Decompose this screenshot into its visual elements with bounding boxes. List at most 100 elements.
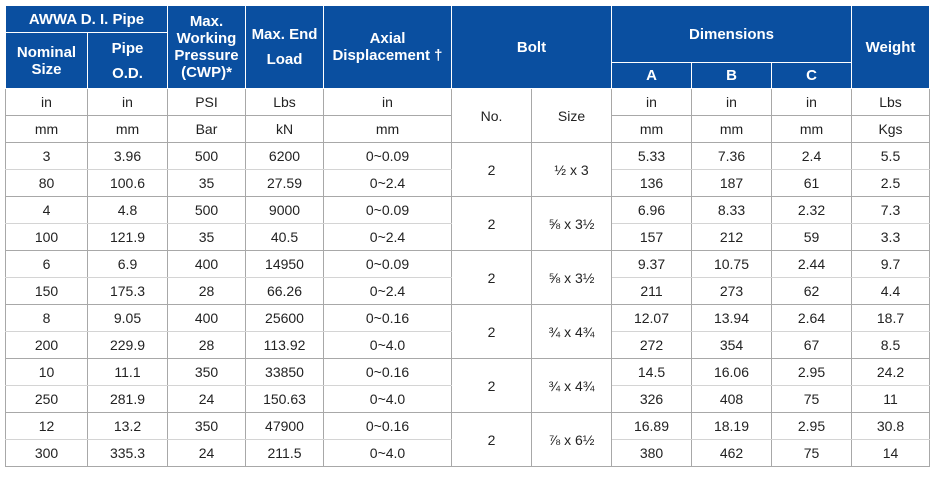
unit-cell: mm	[611, 115, 692, 143]
bolt-size-header: Size	[531, 88, 612, 143]
unit-cell: mm	[5, 115, 88, 143]
specification-table: AWWA D. I. Pipe Max. Working Pressure (C…	[5, 5, 930, 467]
table-cell: 14	[851, 439, 930, 467]
load-label: Load	[266, 51, 303, 68]
awwa-pipe-header: AWWA D. I. Pipe	[5, 5, 168, 33]
table-cell: 5.5	[851, 142, 930, 170]
bolt-size-cell: ¾ x 4¾	[531, 358, 612, 413]
table-cell: 80	[5, 169, 88, 197]
table-row: 3 3.96 500 6200 0~0.09 2 ½ x 3 5.33 7.36 2.4 5.5	[5, 142, 930, 197]
table-cell: 0~0.09	[323, 250, 452, 278]
imperial-units-row: in in PSI Lbs in No. Size in in in Lbs	[5, 88, 930, 143]
pipe-od-header: Pipe O.D.	[87, 32, 168, 89]
table-row: 4 4.8 500 9000 0~0.09 2 ⅝ x 3½ 6.96 8.33 2.32 7.3	[5, 196, 930, 251]
table-cell: 408	[691, 385, 772, 413]
table-cell: 0~2.4	[323, 223, 452, 251]
bolt-no-cell: 2	[451, 250, 532, 305]
table-cell: 2.4	[771, 142, 852, 170]
unit-cell: in	[323, 88, 452, 116]
bolt-size-cell: ⅝ x 3½	[531, 196, 612, 251]
table-cell: 380	[611, 439, 692, 467]
table-cell: 4	[5, 196, 88, 224]
od-label: O.D.	[112, 64, 143, 82]
table-cell: 75	[771, 439, 852, 467]
table-cell: 0~4.0	[323, 331, 452, 359]
table-cell: 281.9	[87, 385, 168, 413]
table-cell: 16.89	[611, 412, 692, 440]
dimension-c-header: C	[771, 62, 852, 89]
table-cell: 335.3	[87, 439, 168, 467]
table-cell: 100.6	[87, 169, 168, 197]
unit-cell: kN	[245, 115, 324, 143]
unit-cell: PSI	[167, 88, 246, 116]
table-cell: 2.32	[771, 196, 852, 224]
table-cell: 18.7	[851, 304, 930, 332]
table-cell: 229.9	[87, 331, 168, 359]
table-cell: 212	[691, 223, 772, 251]
table-row: 8 9.05 400 25600 0~0.16 2 ¾ x 4¾ 12.07 13.94 2.64…	[5, 304, 930, 359]
table-cell: 2.64	[771, 304, 852, 332]
unit-cell: mm	[87, 115, 168, 143]
table-cell: 354	[691, 331, 772, 359]
unit-cell: Lbs	[851, 88, 930, 116]
table-cell: 100	[5, 223, 88, 251]
table-cell: 187	[691, 169, 772, 197]
table-cell: 3	[5, 142, 88, 170]
table-row: 6 6.9 400 14950 0~0.09 2 ⅝ x 3½ 9.37 10.75 2.44 9.…	[5, 250, 930, 305]
table-cell: 8.33	[691, 196, 772, 224]
table-cell: 14950	[245, 250, 324, 278]
bolt-no-cell: 2	[451, 358, 532, 413]
unit-cell: in	[691, 88, 772, 116]
table-cell: 0~2.4	[323, 277, 452, 305]
table-cell: 40.5	[245, 223, 324, 251]
table-cell: 272	[611, 331, 692, 359]
metric-units-row: mm mm Bar kN mm mm mm mm Kgs	[5, 115, 930, 143]
table-cell: 11.1	[87, 358, 168, 386]
unit-cell: mm	[323, 115, 452, 143]
table-cell: 121.9	[87, 223, 168, 251]
table-cell: 175.3	[87, 277, 168, 305]
table-cell: 28	[167, 277, 246, 305]
table-cell: 462	[691, 439, 772, 467]
table-cell: 35	[167, 169, 246, 197]
bolt-no-cell: 2	[451, 304, 532, 359]
table-cell: 500	[167, 142, 246, 170]
dimensions-header: Dimensions	[611, 5, 852, 63]
table-cell: 273	[691, 277, 772, 305]
table-cell: 7.3	[851, 196, 930, 224]
bolt-size-cell: ⅝ x 3½	[531, 250, 612, 305]
unit-cell: in	[611, 88, 692, 116]
table-row: 250 281.9 24 150.63 0~4.0 326 408 75 11	[5, 385, 930, 413]
table-cell: 9000	[245, 196, 324, 224]
dimension-a-header: A	[611, 62, 692, 89]
table-cell: 6200	[245, 142, 324, 170]
table-cell: 75	[771, 385, 852, 413]
nominal-size-header: Nominal Size	[5, 32, 88, 89]
table-cell: 62	[771, 277, 852, 305]
table-cell: 0~2.4	[323, 169, 452, 197]
cwp-label: (CWP)*	[181, 64, 232, 81]
table-cell: 67	[771, 331, 852, 359]
table-cell: 12.07	[611, 304, 692, 332]
table-cell: 30.8	[851, 412, 930, 440]
table-cell: 12	[5, 412, 88, 440]
table-cell: 28	[167, 331, 246, 359]
table-cell: 0~0.09	[323, 142, 452, 170]
bolt-no-cell: 2	[451, 142, 532, 197]
table-cell: 13.2	[87, 412, 168, 440]
table-cell: 6.96	[611, 196, 692, 224]
units-section: in in PSI Lbs in No. Size in in in Lbs m…	[5, 88, 930, 143]
max-working-pressure-label: Max. Working Pressure	[174, 13, 239, 64]
table-cell: 300	[5, 439, 88, 467]
table-cell: 5.33	[611, 142, 692, 170]
table-cell: 35	[167, 223, 246, 251]
table-cell: 326	[611, 385, 692, 413]
table-cell: 0~4.0	[323, 385, 452, 413]
table-cell: 0~0.16	[323, 412, 452, 440]
max-end-load-header: Max. End Load	[245, 5, 324, 89]
table-cell: 27.59	[245, 169, 324, 197]
bolt-header: Bolt	[451, 5, 612, 89]
table-cell: 157	[611, 223, 692, 251]
table-cell: 25600	[245, 304, 324, 332]
unit-cell: Kgs	[851, 115, 930, 143]
